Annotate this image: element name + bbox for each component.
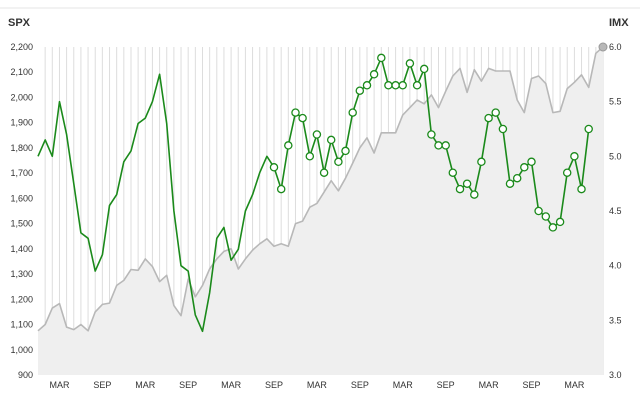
left-tick-label: 1,200 (10, 294, 33, 304)
imx-point (434, 141, 443, 150)
x-tick-label: SEP (522, 380, 540, 390)
imx-point (334, 157, 343, 167)
x-tick-label: SEP (351, 380, 369, 390)
spx-line (37, 46, 604, 332)
x-tick-label: MAR (564, 380, 585, 390)
x-tick-label: MAR (393, 380, 414, 390)
x-tick-label: SEP (93, 380, 111, 390)
imx-point (276, 184, 286, 194)
imx-point (319, 168, 329, 177)
right-tick-label: 3.5 (609, 315, 622, 325)
imx-point (484, 113, 493, 123)
left-tick-label: 1,900 (10, 118, 33, 128)
left-tick-label: 1,600 (10, 193, 33, 203)
imx-point (584, 124, 593, 134)
imx-point (577, 184, 586, 194)
imx-point (348, 108, 357, 117)
imx-point (498, 124, 508, 134)
imx-point (298, 113, 307, 123)
imx-point (505, 179, 515, 188)
left-tick-label: 2,100 (10, 67, 33, 77)
left-tick-label: 1,300 (10, 269, 33, 279)
right-tick-label: 5.5 (609, 97, 622, 107)
imx-point (269, 163, 279, 172)
left-tick-label: 1,000 (10, 345, 33, 355)
right-tick-label: 4.0 (609, 261, 622, 271)
imx-point (462, 179, 472, 188)
left-axis-title: SPX (8, 17, 31, 29)
spx-area-layer (38, 47, 603, 375)
left-tick-label: 2,000 (10, 92, 33, 102)
imx-point (477, 157, 486, 167)
imx-point (520, 163, 529, 172)
imx-point (341, 146, 350, 156)
left-tick-label: 1,100 (10, 320, 33, 330)
imx-point (391, 81, 400, 90)
imx-point (548, 223, 558, 232)
imx-point (355, 86, 365, 95)
imx-marker-layer (269, 42, 608, 232)
left-tick-label: 900 (18, 370, 33, 380)
x-tick-label: MAR (49, 380, 70, 390)
right-tick-label: 6.0 (609, 42, 622, 52)
x-tick-label: MAR (479, 380, 500, 390)
right-tick-label: 4.5 (609, 206, 622, 216)
imx-point (384, 81, 393, 90)
imx-point (470, 190, 479, 199)
imx-point (534, 206, 543, 216)
imx-point (527, 157, 536, 167)
imx-point (412, 81, 422, 90)
imx-point (369, 70, 379, 79)
x-tick-label: MAR (307, 380, 328, 390)
imx-point (555, 217, 565, 227)
imx-point (419, 64, 429, 74)
imx-point (448, 168, 458, 177)
left-tick-label: 1,400 (10, 244, 33, 254)
imx-point (305, 152, 315, 161)
imx-point (326, 135, 336, 145)
imx-point (562, 168, 572, 177)
x-tick-label: MAR (221, 380, 242, 390)
imx-point (491, 108, 500, 117)
left-tick-label: 1,700 (10, 168, 33, 178)
imx-point (441, 141, 450, 150)
imx-point (541, 212, 551, 221)
imx-point (284, 141, 293, 150)
x-tick-label: SEP (179, 380, 197, 390)
x-tick-label: MAR (135, 380, 156, 390)
imx-point (405, 59, 415, 68)
imx-point (512, 173, 522, 183)
left-tick-label: 1,800 (10, 143, 33, 153)
imx-point (427, 130, 436, 139)
right-tick-label: 3.0 (609, 370, 622, 380)
imx-point (570, 152, 579, 161)
imx-point (291, 108, 300, 117)
axis-layer: 900 1,000 1,100 1,200 1,300 1,400 1,500 1,600 1,… (10, 42, 621, 390)
left-tick-label: 2,200 (10, 42, 33, 52)
imx-point (398, 81, 407, 90)
right-axis-title: IMX (609, 17, 629, 29)
spx-area-fill (38, 47, 603, 375)
spx-end-marker (598, 42, 608, 52)
x-tick-label: SEP (437, 380, 455, 390)
imx-point (362, 81, 372, 90)
right-tick-label: 5.0 (609, 151, 622, 161)
x-tick-label: SEP (265, 380, 283, 390)
left-tick-label: 1,500 (10, 219, 33, 229)
imx-point (312, 130, 322, 139)
imx-point (377, 53, 386, 63)
imx-point (455, 184, 465, 194)
